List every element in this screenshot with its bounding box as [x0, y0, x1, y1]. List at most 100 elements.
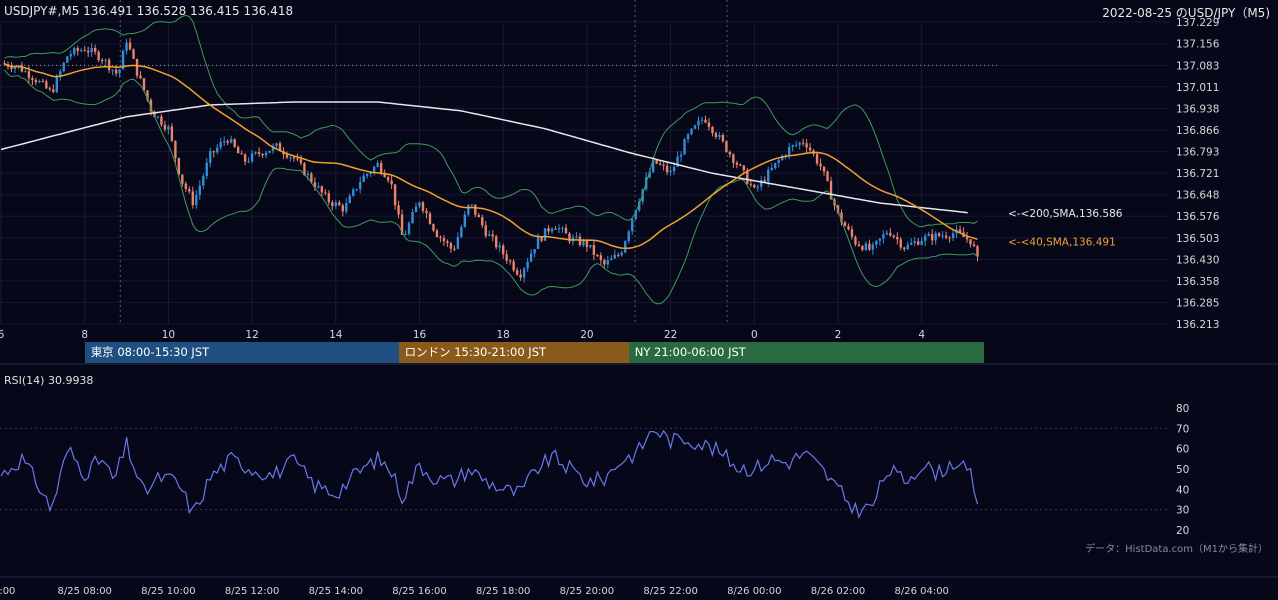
candle-body [55, 76, 58, 92]
price-tick-label: 136.430 [1176, 254, 1219, 266]
candle-body [264, 152, 268, 156]
candle-body [432, 224, 435, 231]
candle-body [125, 42, 128, 51]
candle-body [596, 254, 599, 256]
candle-body [27, 71, 31, 79]
candle-body [289, 157, 292, 159]
price-tick-label: 136.358 [1176, 276, 1219, 288]
candle-body [753, 184, 756, 188]
candle-body [369, 172, 372, 175]
candle-body [617, 254, 620, 256]
candle-body [889, 232, 892, 236]
candle-body [139, 75, 142, 79]
candle-body [836, 205, 840, 213]
candle-body [93, 47, 97, 52]
candle-body [519, 274, 522, 278]
candle-body [760, 180, 763, 187]
candle-body [338, 202, 341, 206]
candle-body [191, 191, 195, 206]
candle-body [495, 236, 498, 248]
candle-body [146, 90, 149, 100]
candle-body [651, 159, 655, 172]
candle-body [128, 42, 132, 50]
candle-body [205, 162, 208, 177]
candle-body [38, 80, 41, 83]
bollinger-upper-band [4, 14, 978, 228]
candle-body [725, 141, 728, 152]
candle-body [564, 227, 568, 234]
candle-body [45, 81, 48, 89]
candle-body [592, 244, 596, 255]
candle-body [90, 47, 93, 53]
candle-body [557, 228, 561, 230]
time-tick-label: 8/25 20:00 [560, 586, 614, 597]
candle-body [896, 237, 899, 240]
price-tick-label: 137.011 [1176, 82, 1219, 94]
candle-body [170, 126, 174, 141]
candle-body [467, 204, 470, 215]
candle-body [449, 243, 453, 249]
candle-body [163, 124, 167, 130]
candle-body [781, 155, 784, 161]
candle-body [843, 222, 847, 227]
candle-body [732, 154, 735, 163]
candle-body [184, 183, 188, 190]
candle-body [669, 171, 672, 173]
candle-body [435, 230, 439, 237]
candle-body [275, 143, 278, 146]
candle-body [400, 214, 404, 235]
price-tick-label: 137.156 [1176, 39, 1220, 51]
candle-body [296, 158, 299, 160]
candle-body [202, 176, 205, 186]
time-tick-label: 8/25 14:00 [309, 586, 363, 597]
candle-body [704, 119, 707, 123]
candle-body [421, 202, 425, 211]
sma40-line [4, 63, 978, 250]
candle-body [268, 150, 271, 153]
candle-body [20, 65, 24, 72]
candle-body [463, 214, 467, 227]
candle-body [718, 135, 721, 138]
candle-body [711, 127, 714, 134]
candle-body [97, 51, 100, 61]
candle-body [672, 166, 676, 172]
candle-body [181, 174, 184, 184]
rsi-line [0, 429, 979, 519]
candle-body [829, 180, 833, 200]
candle-body [826, 171, 829, 181]
price-tick-label: 136.938 [1176, 103, 1219, 115]
candle-body [676, 156, 679, 167]
candle-body [397, 205, 400, 215]
time-tick-label: 8/26 02:00 [811, 586, 865, 597]
candle-body [383, 172, 386, 178]
candle-body [83, 50, 86, 52]
candle-body [257, 152, 261, 154]
price-tick-label: 137.229 [1176, 17, 1219, 29]
candle-body [515, 270, 519, 275]
sma200-label: <-<200,SMA,136.586 [1008, 208, 1123, 220]
candle-body [627, 231, 630, 242]
rsi-indicator-label: RSI(14) 30.9938 [4, 374, 94, 387]
candle-body [662, 164, 665, 166]
candle-body [728, 151, 732, 155]
candle-body [372, 166, 376, 173]
candle-body [610, 258, 613, 261]
candle-body [606, 260, 610, 265]
candle-body [174, 140, 177, 159]
candle-body [756, 186, 759, 188]
candle-body [425, 210, 428, 214]
candle-body [247, 161, 250, 163]
price-tick-label: 136.793 [1176, 147, 1219, 159]
candle-body [177, 158, 181, 175]
candle-body [404, 233, 407, 235]
candle-body [638, 201, 641, 211]
candle-body [850, 229, 854, 237]
candle-body [746, 170, 749, 184]
candle-body [648, 171, 651, 178]
time-tick-label: 8/26 00:00 [727, 586, 781, 597]
candle-body [864, 243, 868, 250]
rsi-tick-label: 30 [1176, 505, 1189, 517]
candle-body [62, 62, 65, 72]
candle-body [910, 242, 913, 245]
